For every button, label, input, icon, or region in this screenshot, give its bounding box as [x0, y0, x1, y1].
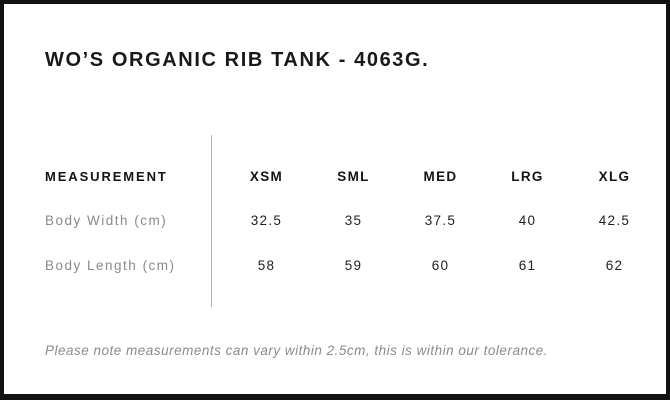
- product-title: WO’S ORGANIC RIB TANK - 4063G.: [45, 49, 430, 71]
- row-label-body-width: Body Width (cm): [45, 212, 168, 228]
- size-chart-table: MEASUREMENT XSM SML MED LRG XLG Body Wid…: [0, 154, 658, 289]
- tolerance-note: Please note measurements can vary within…: [45, 343, 548, 358]
- body-width-value-xlg: 42.5: [598, 212, 631, 228]
- body-width-value-lrg: 40: [518, 212, 537, 228]
- table-divider-line: [211, 135, 212, 307]
- body-length-value-xsm: 58: [257, 257, 276, 273]
- body-length-value-sml: 59: [344, 257, 363, 273]
- row-label-body-length: Body Length (cm): [45, 257, 176, 273]
- measurement-column-header: MEASUREMENT: [45, 169, 168, 184]
- size-column-header-xsm: XSM: [249, 169, 284, 184]
- body-width-value-xsm: 32.5: [250, 212, 283, 228]
- body-length-value-med: 60: [431, 257, 450, 273]
- body-width-value-sml: 35: [344, 212, 363, 228]
- size-column-header-xlg: XLG: [598, 169, 631, 184]
- size-column-header-sml: SML: [337, 169, 370, 184]
- body-length-value-lrg: 61: [518, 257, 537, 273]
- body-width-value-med: 37.5: [424, 212, 457, 228]
- size-column-header-med: MED: [423, 169, 458, 184]
- size-column-header-lrg: LRG: [511, 169, 544, 184]
- body-length-value-xlg: 62: [605, 257, 624, 273]
